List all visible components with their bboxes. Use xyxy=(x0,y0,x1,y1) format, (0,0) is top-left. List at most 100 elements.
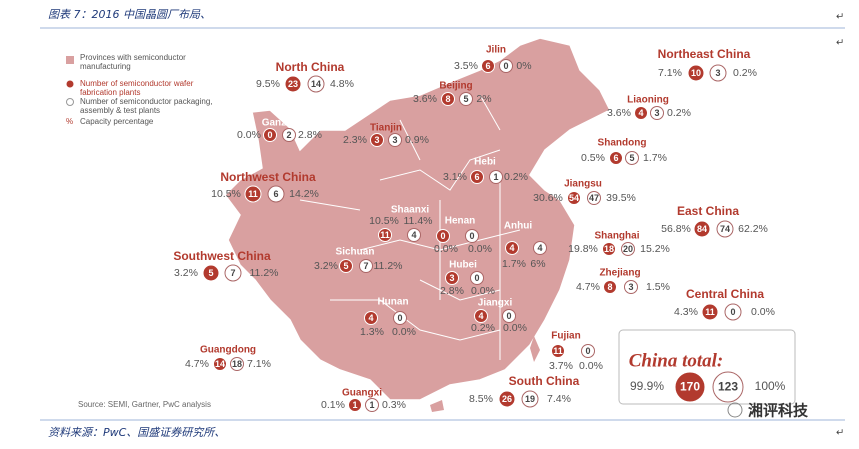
region-name: North China xyxy=(276,60,345,74)
region-name: Fujian xyxy=(551,331,580,342)
pkg-count: 0 xyxy=(503,61,508,71)
fab-circle xyxy=(567,191,581,205)
region-name: Hebi xyxy=(474,157,496,168)
pkg-count: 0 xyxy=(469,231,474,241)
pkg-count: 5 xyxy=(463,94,468,104)
fab-pct: 1.3% xyxy=(360,326,384,338)
region-name: Zhejiang xyxy=(599,268,640,279)
legend-symbol: % xyxy=(66,117,73,126)
legend-swatch xyxy=(66,80,74,88)
pkg-circle xyxy=(712,371,744,403)
region-name: Jilin xyxy=(486,45,506,56)
pkg-pct: 0.2% xyxy=(504,171,528,183)
fab-circle xyxy=(213,357,227,371)
pkg-count: 4 xyxy=(537,243,542,253)
fab-pct: 0.0% xyxy=(434,243,458,255)
legend-swatch xyxy=(66,98,74,106)
fab-pct: 0.5% xyxy=(581,152,605,164)
fab-pct: 56.8% xyxy=(661,223,691,235)
legend-label: Capacity percentage xyxy=(80,117,154,126)
fab-pct: 3.6% xyxy=(413,93,437,105)
pkg-pct: 6% xyxy=(530,258,545,270)
pkg-count: 3 xyxy=(654,108,659,118)
pkg-circle xyxy=(581,344,595,358)
fab-circle xyxy=(602,242,616,256)
fab-count: 1 xyxy=(352,400,357,410)
region-name: Southwest China xyxy=(173,249,271,263)
paragraph-mark: ↵ xyxy=(836,12,844,23)
legend-label: Number of semiconductor packaging, assemb… xyxy=(80,97,213,115)
fab-pct: 2.3% xyxy=(343,134,367,146)
fab-circle xyxy=(470,170,484,184)
fab-circle xyxy=(445,271,459,285)
fab-count: 3 xyxy=(449,273,454,283)
pkg-pct: 11.2% xyxy=(250,267,279,279)
total-fab-pct: 99.9% xyxy=(630,379,664,393)
pkg-count: 0 xyxy=(397,313,402,323)
pkg-pct: 39.5% xyxy=(606,192,636,204)
fab-circle xyxy=(436,229,450,243)
pkg-pct: 0.0% xyxy=(503,322,527,334)
pkg-pct: 0.0% xyxy=(392,326,416,338)
fab-circle xyxy=(244,185,262,203)
pkg-count: 19 xyxy=(525,394,535,404)
fab-count: 8 xyxy=(607,282,612,292)
region-name: Sichuan xyxy=(336,247,375,258)
pkg-pct: 0.0% xyxy=(468,243,492,255)
map xyxy=(224,37,612,412)
pkg-circle xyxy=(650,106,664,120)
fab-circle xyxy=(603,280,617,294)
pkg-pct: 11.4% xyxy=(404,215,433,227)
pkg-count: 2 xyxy=(286,130,291,140)
pkg-circle xyxy=(587,191,601,205)
fab-count: 8 xyxy=(445,94,450,104)
fab-circle xyxy=(364,311,378,325)
fab-circle xyxy=(693,220,711,238)
pkg-circle xyxy=(388,133,402,147)
pkg-count: 1 xyxy=(493,172,498,182)
fab-pct: 1.7% xyxy=(502,258,526,270)
pkg-pct: 7.4% xyxy=(547,393,571,405)
region-name: Beijing xyxy=(439,81,472,92)
paragraph-mark: ↵ xyxy=(836,38,844,49)
pkg-pct: 0.0% xyxy=(471,285,495,297)
fab-circle xyxy=(687,64,705,82)
pkg-count: 5 xyxy=(629,153,634,163)
fab-circle xyxy=(701,303,719,321)
fab-count: 4 xyxy=(478,311,483,321)
fab-count: 11 xyxy=(248,189,258,199)
fab-pct: 4.7% xyxy=(185,358,209,370)
legend: Provinces with semiconductor manufacturin… xyxy=(66,53,213,126)
pkg-pct: 11.2% xyxy=(374,260,403,272)
region-name: Jiangsu xyxy=(564,179,602,190)
fab-circle xyxy=(474,309,488,323)
fab-circle xyxy=(370,133,384,147)
fab-pct: 3.7% xyxy=(549,360,573,372)
pkg-count: 123 xyxy=(718,380,738,394)
pkg-circle xyxy=(359,259,373,273)
fab-pct: 4.7% xyxy=(576,281,600,293)
pkg-count: 6 xyxy=(273,189,278,199)
pkg-count: 0 xyxy=(506,311,511,321)
pkg-pct: 0.9% xyxy=(405,134,429,146)
caption: 图表 7：2016 中国晶圆厂布局、 xyxy=(48,8,211,21)
pkg-pct: 4.8% xyxy=(330,78,354,90)
pkg-pct: 0% xyxy=(516,60,531,72)
pkg-count: 0 xyxy=(474,273,479,283)
pkg-pct: 2% xyxy=(476,93,491,105)
pkg-count: 3 xyxy=(715,68,720,78)
pkg-circle xyxy=(709,64,727,82)
pkg-pct: 1.5% xyxy=(646,281,670,293)
fab-count: 3 xyxy=(374,135,379,145)
fab-circle xyxy=(284,75,302,93)
fab-pct: 3.1% xyxy=(443,171,467,183)
total-label: China total: xyxy=(629,350,724,371)
pkg-count: 7 xyxy=(230,268,235,278)
fab-count: 10 xyxy=(691,68,701,78)
fab-pct: 0.1% xyxy=(321,399,345,411)
pkg-circle xyxy=(307,75,325,93)
fab-count: 11 xyxy=(380,230,390,240)
fab-count: 6 xyxy=(485,61,490,71)
region-name: Guangdong xyxy=(200,345,256,356)
